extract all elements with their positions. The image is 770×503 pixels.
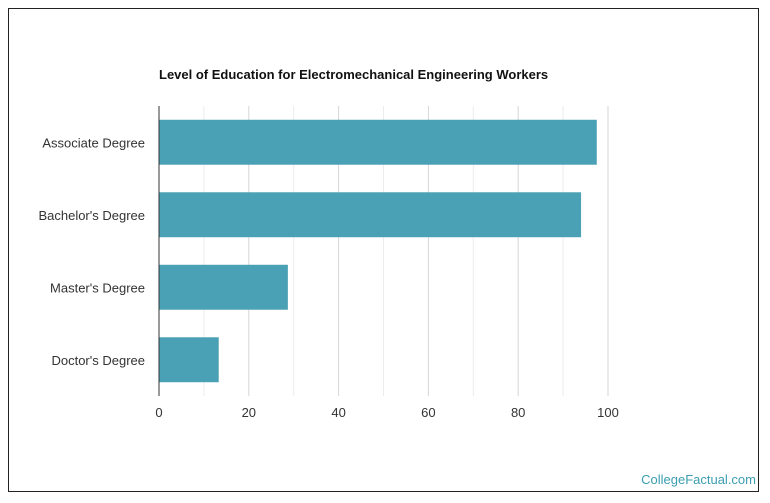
x-tick-label: 80 bbox=[511, 405, 525, 420]
x-tick-labels: 0 20 40 60 80 100 bbox=[155, 405, 618, 420]
category-labels: Associate Degree Bachelor's Degree Master'… bbox=[38, 135, 145, 368]
bars bbox=[159, 119, 597, 383]
category-label: Associate Degree bbox=[42, 135, 145, 150]
category-label: Master's Degree bbox=[50, 280, 145, 295]
bar bbox=[159, 264, 288, 310]
chart-title: Level of Education for Electromechanical… bbox=[159, 67, 549, 82]
x-tick-label: 60 bbox=[421, 405, 435, 420]
x-tick-label: 100 bbox=[597, 405, 619, 420]
watermark-link[interactable]: CollegeFactual.com bbox=[641, 472, 756, 487]
x-tick-label: 20 bbox=[242, 405, 256, 420]
bar bbox=[159, 192, 582, 238]
bar bbox=[159, 337, 219, 383]
category-label: Bachelor's Degree bbox=[38, 208, 145, 223]
x-tick-label: 0 bbox=[155, 405, 162, 420]
category-label: Doctor's Degree bbox=[51, 353, 145, 368]
x-tick-label: 40 bbox=[331, 405, 345, 420]
bar bbox=[159, 119, 597, 165]
